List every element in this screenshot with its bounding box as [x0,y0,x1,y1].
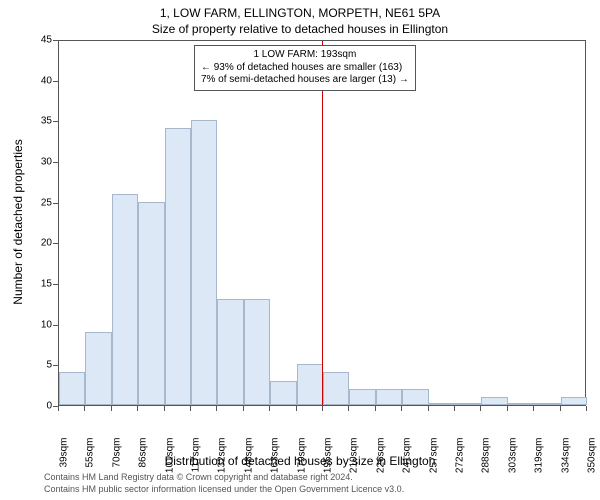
plot-area: 1 LOW FARM: 193sqm ← 93% of detached hou… [58,40,586,406]
footer-copyright-2: Contains HM public sector information li… [44,484,404,494]
annotation-box: 1 LOW FARM: 193sqm ← 93% of detached hou… [194,45,416,91]
histogram-bar [429,403,455,405]
x-tick-mark [111,406,112,411]
x-tick-mark [84,406,85,411]
y-tick-label: 25 [22,197,52,208]
annotation-line-2: ← 93% of detached houses are smaller (16… [201,62,409,75]
x-tick-mark [296,406,297,411]
x-tick-mark [533,406,534,411]
y-tick-label: 10 [22,319,52,330]
x-tick-mark [190,406,191,411]
x-tick-mark [216,406,217,411]
y-tick-label: 35 [22,116,52,127]
x-tick-mark [164,406,165,411]
y-axis-label: Number of detached properties [11,122,25,322]
reference-line [322,41,323,405]
chart-title-sub: Size of property relative to detached ho… [0,22,600,36]
x-axis-label: Distribution of detached houses by size … [0,454,600,468]
x-tick-mark [560,406,561,411]
histogram-bar [244,299,270,405]
annotation-line-1: 1 LOW FARM: 193sqm [201,49,409,62]
x-tick-mark [507,406,508,411]
y-tick-label: 40 [22,75,52,86]
histogram-bar [138,202,164,405]
histogram-bar [85,332,111,405]
histogram-bar [402,389,428,405]
y-tick-label: 20 [22,238,52,249]
y-tick-label: 5 [22,360,52,371]
histogram-chart: 1, LOW FARM, ELLINGTON, MORPETH, NE61 5P… [0,0,600,500]
x-tick-mark [269,406,270,411]
x-tick-mark [58,406,59,411]
x-tick-mark [375,406,376,411]
x-tick-mark [454,406,455,411]
histogram-bar [508,403,534,405]
x-tick-mark [322,406,323,411]
y-tick-label: 0 [22,401,52,412]
histogram-bar [217,299,243,405]
histogram-bar [297,364,323,405]
histogram-bar [270,381,296,405]
histogram-bar [455,403,481,405]
y-tick-label: 45 [22,35,52,46]
histogram-bar [376,389,402,405]
histogram-bar [165,128,191,405]
annotation-line-3: 7% of semi-detached houses are larger (1… [201,74,409,87]
histogram-bar [481,397,507,405]
y-tick-label: 15 [22,279,52,290]
x-tick-mark [348,406,349,411]
x-tick-mark [137,406,138,411]
histogram-bar [323,372,349,405]
chart-title-main: 1, LOW FARM, ELLINGTON, MORPETH, NE61 5P… [0,6,600,20]
histogram-bar [561,397,587,405]
histogram-bar [534,403,560,405]
x-tick-mark [586,406,587,411]
x-tick-mark [243,406,244,411]
histogram-bar [191,120,217,405]
histogram-bar [59,372,85,405]
histogram-bar [112,194,138,405]
y-tick-label: 30 [22,157,52,168]
footer-copyright-1: Contains HM Land Registry data © Crown c… [44,472,353,482]
x-tick-mark [480,406,481,411]
x-tick-mark [428,406,429,411]
x-tick-mark [401,406,402,411]
histogram-bar [349,389,375,405]
